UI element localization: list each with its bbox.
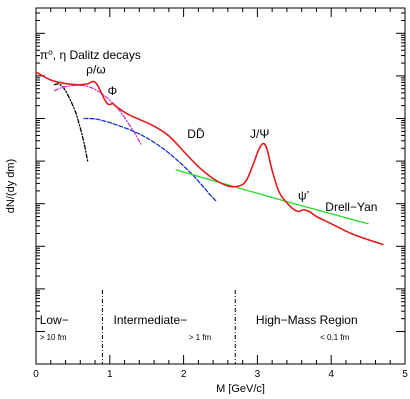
x-axis-ticks: 0 1 2 3 4 5 bbox=[33, 8, 408, 380]
x-tick-label: 3 bbox=[255, 369, 261, 380]
series-open-charm-line bbox=[83, 117, 218, 203]
x-tick-label: 2 bbox=[181, 369, 187, 380]
region-label-low: Low− bbox=[40, 313, 69, 327]
regions-layer: Low− > 10 fm Intermediate−> 1 fm High−Mass … bbox=[40, 313, 358, 342]
x-tick-label: 0 bbox=[33, 369, 39, 380]
annotation-dalitz: π⁰, η Dalitz decays bbox=[40, 48, 141, 62]
x-tick-label: 5 bbox=[402, 369, 408, 380]
annotation-psiprime: ψ’ bbox=[298, 189, 309, 203]
region-label-high: High−Mass Region bbox=[256, 313, 358, 327]
series-drell-yan-line bbox=[175, 169, 369, 225]
y-minor-ticks bbox=[36, 12, 405, 332]
region-dividers bbox=[101, 290, 236, 364]
series-total-line bbox=[35, 71, 384, 246]
region-sublabel-intermediate: > 1 fm bbox=[189, 333, 212, 342]
x-axis-title: M [GeV/c] bbox=[216, 383, 265, 394]
annotation-rho-omega: ρ/ω bbox=[86, 62, 106, 76]
series-layer bbox=[35, 71, 384, 246]
region-sublabel-high: < 0.1 fm bbox=[320, 333, 349, 342]
plot-frame bbox=[35, 7, 406, 365]
annotation-jpsi: J/Ψ bbox=[250, 127, 269, 141]
annotation-ddbar: DD̄ bbox=[187, 127, 205, 141]
y-axis-title: dN/(dy dm) bbox=[5, 159, 17, 213]
region-label-intermediate: Intermediate− bbox=[113, 313, 187, 327]
series-dalitz-line bbox=[53, 83, 89, 162]
x-tick-label: 1 bbox=[107, 369, 113, 380]
series-rho-tail-line bbox=[53, 84, 142, 145]
x-tick-label: 4 bbox=[328, 369, 334, 380]
annotation-drell-yan: Drell−Yan bbox=[325, 200, 377, 214]
annotation-phi: Φ bbox=[108, 84, 118, 98]
region-sublabel-low: > 10 fm bbox=[40, 333, 67, 342]
